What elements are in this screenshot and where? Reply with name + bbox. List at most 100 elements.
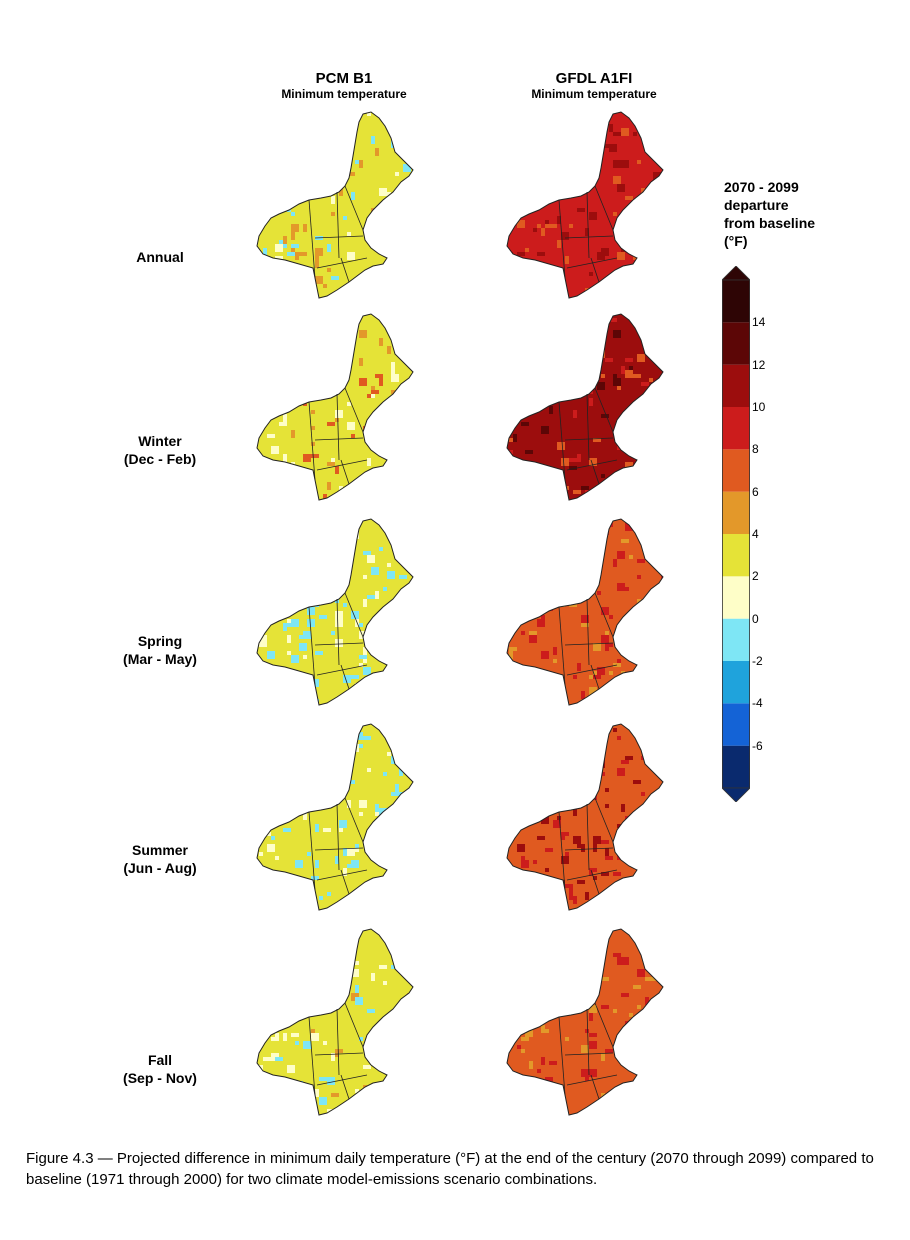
map-grid-cell (363, 575, 367, 579)
map-grid-cell (529, 635, 537, 643)
map-grid-cell (521, 342, 529, 350)
map-grid-cell (541, 228, 545, 236)
map-grid-cell (633, 864, 641, 868)
map-grid-cell (379, 292, 383, 296)
map-grid-cell (521, 334, 525, 342)
map-base-fill (257, 519, 413, 705)
map-grid-cell (533, 486, 541, 490)
map-grid-cell (573, 728, 577, 732)
map-grid-cell (287, 402, 295, 406)
map-grid-cell (307, 852, 311, 856)
map-grid-cell (549, 474, 557, 478)
map-grid-cell (593, 876, 597, 880)
map-grid-cell (387, 563, 391, 567)
map-grid-cell (371, 208, 379, 216)
map-pcm-fall (256, 928, 414, 1116)
map-grid-cell (517, 486, 521, 490)
map-grid-cell (629, 112, 637, 116)
map-grid-cell (545, 868, 549, 872)
map-grid-cell (339, 1109, 347, 1113)
map-grid-cell (593, 438, 601, 442)
map-grid-cell (267, 756, 275, 764)
map-grid-cell (661, 929, 663, 937)
map-grid-cell (517, 595, 525, 599)
map-gfdl-annual (506, 111, 664, 299)
map-grid-cell (331, 196, 335, 204)
map-grid-cell (295, 579, 299, 583)
map-grid-cell (303, 454, 311, 462)
map-grid-cell (371, 844, 379, 848)
colorbar-bin (722, 280, 750, 323)
map-grid-cell (267, 547, 271, 555)
map-grid-cell (601, 374, 605, 378)
map-grid-cell (629, 1041, 637, 1045)
map-base-fill (507, 112, 663, 298)
map-grid-cell (593, 543, 601, 551)
map-grid-cell (625, 196, 633, 200)
map-grid-cell (347, 728, 355, 736)
map-grid-cell (383, 322, 391, 326)
map-grid-cell (299, 1101, 307, 1109)
row-label-line2: (Mar - May) (123, 651, 197, 667)
map-grid-cell (315, 651, 323, 655)
map-grid-cell (541, 1017, 545, 1021)
map-grid-cell (295, 929, 299, 937)
legend-title-line: from baseline (724, 215, 816, 231)
map-grid-cell (517, 724, 521, 728)
map-grid-cell (593, 844, 597, 852)
map-grid-cell (509, 386, 517, 390)
map-grid-cell (391, 374, 399, 382)
map-grid-cell (589, 1069, 597, 1077)
map-grid-cell (585, 937, 589, 945)
state-border (340, 1074, 350, 1100)
map-grid-cell (387, 933, 391, 941)
map-grid-cell (533, 228, 537, 232)
map-grid-cell (585, 152, 589, 160)
map-grid-cell (275, 683, 279, 691)
map-grid-cell (645, 957, 649, 965)
map-grid-cell (411, 450, 413, 458)
map-grid-cell (637, 466, 641, 474)
map-grid-cell (283, 236, 287, 244)
map-grid-cell (617, 386, 621, 390)
map-grid-cell (295, 953, 299, 957)
map-grid-cell (621, 128, 629, 136)
column-subtitle: Minimum temperature (531, 87, 657, 101)
map-grid-cell (533, 728, 537, 732)
map-grid-cell (509, 949, 517, 953)
colorbar-bin (722, 449, 750, 492)
map-grid-cell (625, 756, 633, 760)
map-grid-cell (521, 422, 529, 426)
map-grid-cell (295, 1041, 299, 1045)
map-grid-cell (549, 695, 557, 699)
map-grid-cell (271, 192, 279, 196)
map-grid-cell (391, 965, 395, 969)
map-grid-cell (287, 904, 291, 910)
map-grid-cell (573, 490, 581, 494)
map-grid-cell (367, 458, 371, 466)
map-grid-cell (545, 494, 549, 500)
map-grid-cell (391, 607, 395, 611)
map-grid-cell (395, 864, 399, 872)
map-grid-cell (315, 136, 319, 140)
map-grid-cell (323, 494, 327, 500)
colorbar-bin (722, 407, 750, 450)
map-grid-cell (383, 772, 387, 776)
map-base-fill (257, 314, 413, 500)
map-grid-cell (303, 724, 311, 728)
state-border (590, 869, 600, 895)
map-grid-cell (517, 252, 525, 256)
map-pcm-annual (256, 111, 414, 299)
map-grid-cell (395, 784, 399, 792)
map-grid-cell (517, 382, 525, 386)
map-grid-cell (589, 760, 593, 764)
map-grid-cell (533, 860, 537, 864)
map-grid-cell (525, 776, 529, 780)
map-grid-cell (537, 1013, 541, 1021)
map-grid-cell (291, 619, 299, 627)
map-grid-cell (549, 140, 553, 144)
map-grid-cell (315, 264, 319, 268)
map-grid-cell (525, 784, 533, 792)
map-grid-cell (589, 961, 597, 969)
map-grid-cell (633, 248, 641, 256)
